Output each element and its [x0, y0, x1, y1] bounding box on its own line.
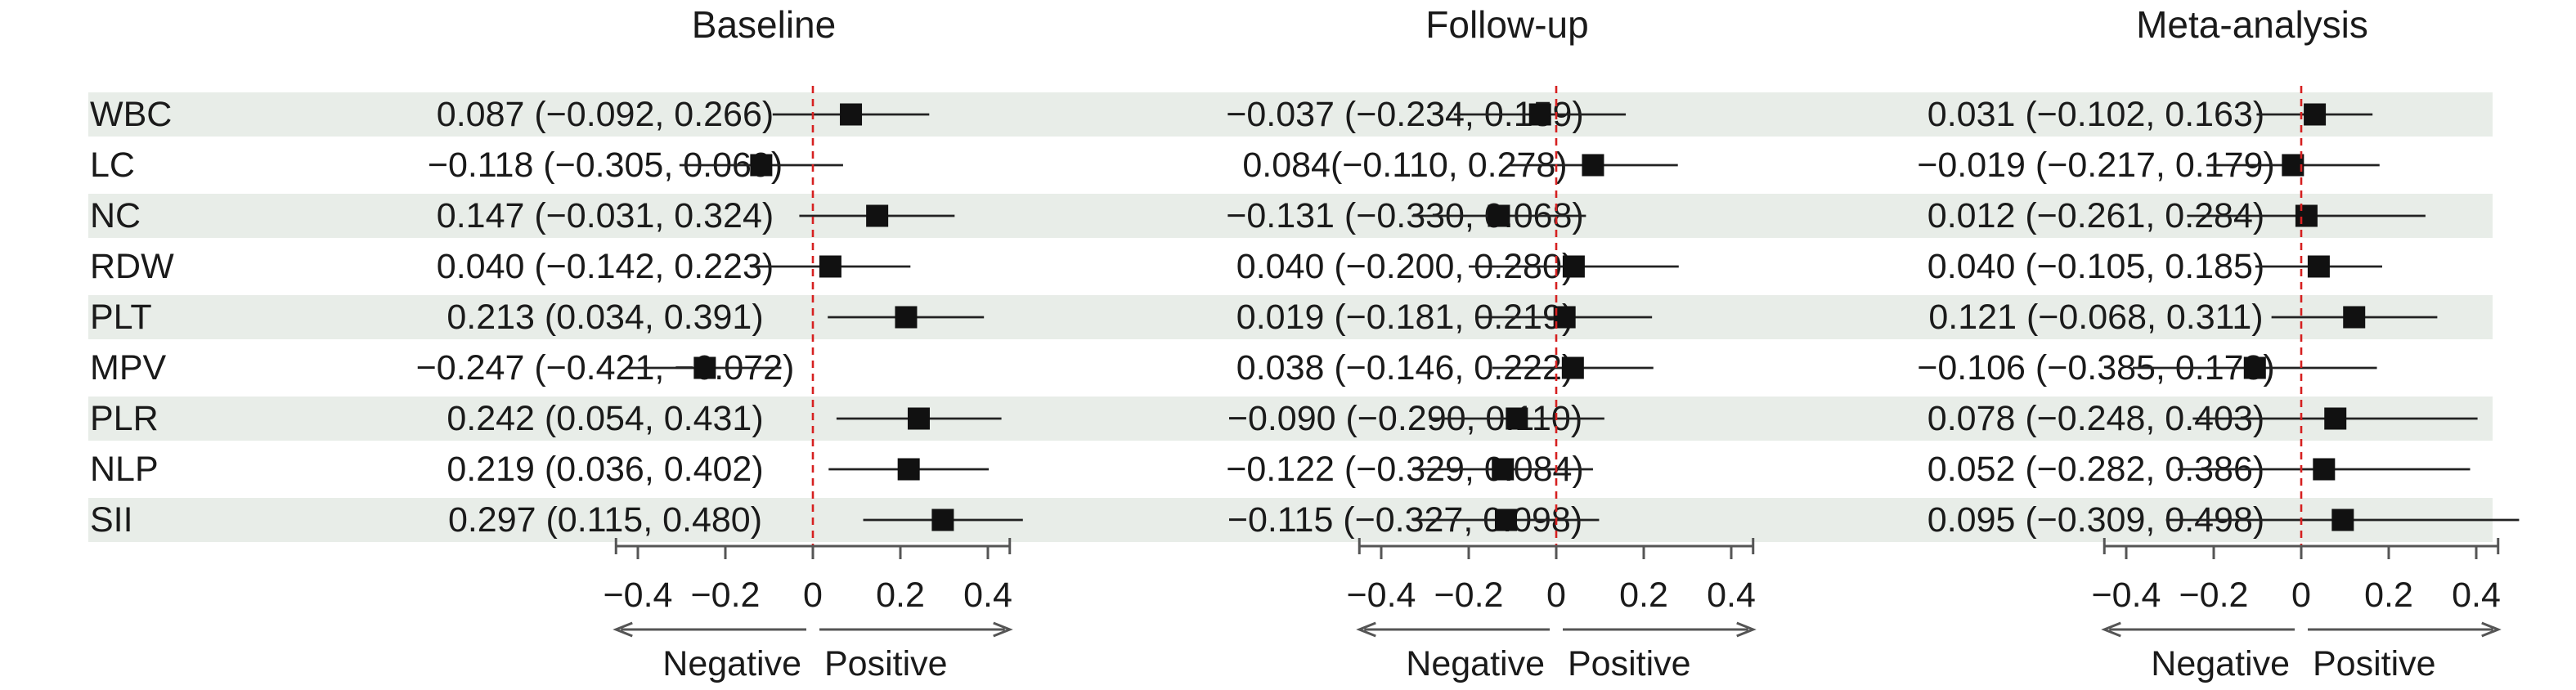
row-label: NC [90, 196, 141, 235]
x-tick-label: −0.2 [2179, 576, 2249, 615]
positive-label: Positive [824, 644, 948, 683]
negative-arrowhead [613, 621, 633, 638]
row-label: LC [90, 146, 135, 185]
negative-label: Negative [2151, 644, 2290, 683]
point-estimate [1582, 154, 1604, 177]
positive-arrowhead [993, 621, 1013, 638]
row-label: PLR [90, 399, 159, 438]
point-estimate [2304, 103, 2327, 126]
row-label: RDW [90, 247, 174, 286]
point-estimate [2343, 306, 2366, 329]
row-label: MPV [90, 348, 167, 388]
estimate-label: 0.121 (−0.068, 0.311) [1928, 298, 2263, 337]
point-estimate [819, 255, 841, 278]
point-estimate [2331, 509, 2354, 531]
x-tick-label: 0 [1546, 576, 1566, 615]
row-band [88, 397, 2493, 441]
point-estimate [1488, 204, 1510, 227]
positive-arrowhead [2481, 621, 2502, 638]
negative-label: Negative [662, 644, 801, 683]
row-label: NLP [90, 450, 159, 489]
row-band [88, 498, 2493, 542]
estimate-label: 0.040 (−0.142, 0.223) [437, 247, 774, 286]
x-tick-label: −0.4 [2092, 576, 2161, 615]
x-tick-label: −0.2 [1434, 576, 1504, 615]
estimate-label: 0.087 (−0.092, 0.266) [437, 95, 774, 134]
x-tick-label: 0 [2291, 576, 2311, 615]
point-estimate [2243, 356, 2266, 379]
row-bands [88, 92, 2493, 542]
estimate-label: 0.147 (−0.031, 0.324) [437, 196, 774, 235]
point-estimate [1494, 509, 1517, 531]
point-estimate [2324, 407, 2347, 430]
estimate-label: 0.213 (0.034, 0.391) [447, 298, 763, 337]
estimate-label: 0.040 (−0.105, 0.185) [1928, 247, 2264, 286]
x-tick-label: 0.2 [2364, 576, 2413, 615]
x-tick-label: 0.4 [2452, 576, 2501, 615]
point-estimate [1561, 356, 1584, 379]
point-estimate [693, 356, 716, 379]
negative-arrowhead [1356, 621, 1376, 638]
x-tick-label: 0 [803, 576, 823, 615]
x-tick-label: 0.2 [876, 576, 925, 615]
positive-arrowhead [1736, 621, 1757, 638]
x-tick-label: −0.4 [604, 576, 673, 615]
x-tick-label: 0.4 [1707, 576, 1756, 615]
point-estimate [895, 306, 918, 329]
negative-arrowhead [2101, 621, 2121, 638]
estimate-label: 0.031 (−0.102, 0.163) [1928, 95, 2264, 134]
point-estimate [897, 458, 920, 481]
positive-label: Positive [2313, 644, 2436, 683]
point-estimate [1506, 407, 1528, 430]
panel-title: Meta-analysis [2136, 3, 2368, 46]
negative-label: Negative [1406, 644, 1545, 683]
panel-title: Follow-up [1425, 3, 1588, 46]
positive-label: Positive [1568, 644, 1691, 683]
point-estimate [1528, 103, 1551, 126]
x-tick-label: −0.4 [1347, 576, 1416, 615]
row-labels: WBC LC NC RDW PLT MPV PLR NLP SII [90, 95, 174, 540]
row-label: PLT [90, 298, 152, 337]
point-estimate [866, 204, 889, 227]
point-estimate [907, 407, 930, 430]
point-estimate [2307, 255, 2330, 278]
point-estimate [840, 103, 863, 126]
point-estimate [750, 154, 773, 177]
row-label: SII [90, 500, 133, 540]
x-tick-label: 0.4 [963, 576, 1012, 615]
point-estimate [2295, 204, 2318, 227]
row-band [88, 92, 2493, 137]
point-estimate [931, 509, 954, 531]
point-estimate [1562, 255, 1585, 278]
row-label: WBC [90, 95, 172, 134]
estimate-label: 0.242 (0.054, 0.431) [447, 399, 763, 438]
x-tick-label: 0.2 [1619, 576, 1668, 615]
estimate-label: 0.297 (0.115, 0.480) [448, 500, 762, 540]
panel-title: Baseline [692, 3, 836, 46]
row-band [88, 295, 2493, 339]
row-band [88, 194, 2493, 238]
point-estimate [2313, 458, 2336, 481]
x-tick-label: −0.2 [691, 576, 761, 615]
panel: Follow-up−0.037 (−0.234, 0.159)0.084(−0.… [1226, 3, 1757, 683]
estimate-label: 0.219 (0.036, 0.402) [447, 450, 763, 489]
point-estimate [1492, 458, 1515, 481]
